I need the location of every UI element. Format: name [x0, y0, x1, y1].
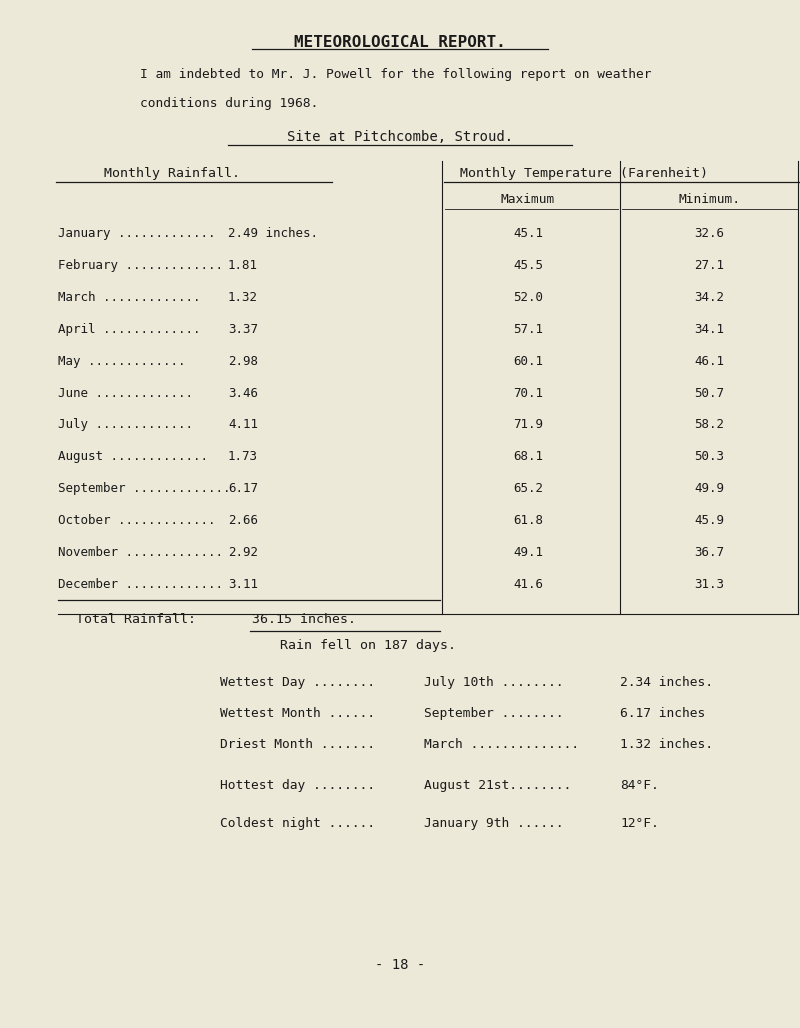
Text: 1.73: 1.73 [228, 450, 258, 464]
Text: July .............: July ............. [58, 418, 193, 432]
Text: Wettest Day ........: Wettest Day ........ [220, 676, 375, 690]
Text: 45.5: 45.5 [513, 259, 543, 272]
Text: February .............: February ............. [58, 259, 222, 272]
Text: 70.1: 70.1 [513, 387, 543, 400]
Text: 6.17: 6.17 [228, 482, 258, 495]
Text: May .............: May ............. [58, 355, 185, 368]
Text: August 21st........: August 21st........ [424, 779, 571, 793]
Text: 61.8: 61.8 [513, 514, 543, 527]
Text: 34.2: 34.2 [694, 291, 725, 304]
Text: 32.6: 32.6 [694, 227, 725, 241]
Text: Coldest night ......: Coldest night ...... [220, 817, 375, 831]
Text: Maximum: Maximum [501, 193, 555, 207]
Text: 3.46: 3.46 [228, 387, 258, 400]
Text: 50.3: 50.3 [694, 450, 725, 464]
Text: 1.32 inches.: 1.32 inches. [620, 738, 713, 751]
Text: 84°F.: 84°F. [620, 779, 658, 793]
Text: 6.17 inches: 6.17 inches [620, 707, 706, 721]
Text: 71.9: 71.9 [513, 418, 543, 432]
Text: July 10th ........: July 10th ........ [424, 676, 563, 690]
Text: 34.1: 34.1 [694, 323, 725, 336]
Text: 2.98: 2.98 [228, 355, 258, 368]
Text: August .............: August ............. [58, 450, 208, 464]
Text: 60.1: 60.1 [513, 355, 543, 368]
Text: 12°F.: 12°F. [620, 817, 658, 831]
Text: 50.7: 50.7 [694, 387, 725, 400]
Text: January .............: January ............. [58, 227, 215, 241]
Text: 36.7: 36.7 [694, 546, 725, 559]
Text: I am indebted to Mr. J. Powell for the following report on weather: I am indebted to Mr. J. Powell for the f… [140, 68, 651, 81]
Text: January 9th ......: January 9th ...... [424, 817, 563, 831]
Text: 1.32: 1.32 [228, 291, 258, 304]
Text: 3.37: 3.37 [228, 323, 258, 336]
Text: Monthly Rainfall.: Monthly Rainfall. [104, 167, 240, 180]
Text: Rain fell on 187 days.: Rain fell on 187 days. [280, 639, 456, 653]
Text: June .............: June ............. [58, 387, 193, 400]
Text: Total Rainfall:: Total Rainfall: [76, 613, 196, 626]
Text: 2.92: 2.92 [228, 546, 258, 559]
Text: 46.1: 46.1 [694, 355, 725, 368]
Text: 58.2: 58.2 [694, 418, 725, 432]
Text: 49.1: 49.1 [513, 546, 543, 559]
Text: Site at Pitchcombe, Stroud.: Site at Pitchcombe, Stroud. [287, 130, 513, 144]
Text: April .............: April ............. [58, 323, 200, 336]
Text: September ........: September ........ [424, 707, 563, 721]
Text: 41.6: 41.6 [513, 578, 543, 591]
Text: March .............: March ............. [58, 291, 200, 304]
Text: 2.66: 2.66 [228, 514, 258, 527]
Text: METEOROLOGICAL REPORT.: METEOROLOGICAL REPORT. [294, 35, 506, 50]
Text: March ..............: March .............. [424, 738, 579, 751]
Text: Monthly Temperature (Farenheit): Monthly Temperature (Farenheit) [460, 167, 708, 180]
Text: 2.49 inches.: 2.49 inches. [228, 227, 318, 241]
Text: 2.34 inches.: 2.34 inches. [620, 676, 713, 690]
Text: - 18 -: - 18 - [375, 958, 425, 972]
Text: 45.9: 45.9 [694, 514, 725, 527]
Text: September .............: September ............. [58, 482, 230, 495]
Text: 31.3: 31.3 [694, 578, 725, 591]
Text: 65.2: 65.2 [513, 482, 543, 495]
Text: November .............: November ............. [58, 546, 222, 559]
Text: 27.1: 27.1 [694, 259, 725, 272]
Text: Wettest Month ......: Wettest Month ...... [220, 707, 375, 721]
Text: 36.15 inches.: 36.15 inches. [252, 613, 356, 626]
Text: 57.1: 57.1 [513, 323, 543, 336]
Text: 45.1: 45.1 [513, 227, 543, 241]
Text: 52.0: 52.0 [513, 291, 543, 304]
Text: 4.11: 4.11 [228, 418, 258, 432]
Text: October .............: October ............. [58, 514, 215, 527]
Text: Driest Month .......: Driest Month ....... [220, 738, 375, 751]
Text: 1.81: 1.81 [228, 259, 258, 272]
Text: 3.11: 3.11 [228, 578, 258, 591]
Text: 68.1: 68.1 [513, 450, 543, 464]
Text: Hottest day ........: Hottest day ........ [220, 779, 375, 793]
Text: December .............: December ............. [58, 578, 222, 591]
Text: Minimum.: Minimum. [678, 193, 741, 207]
Text: 49.9: 49.9 [694, 482, 725, 495]
Text: conditions during 1968.: conditions during 1968. [140, 97, 318, 110]
